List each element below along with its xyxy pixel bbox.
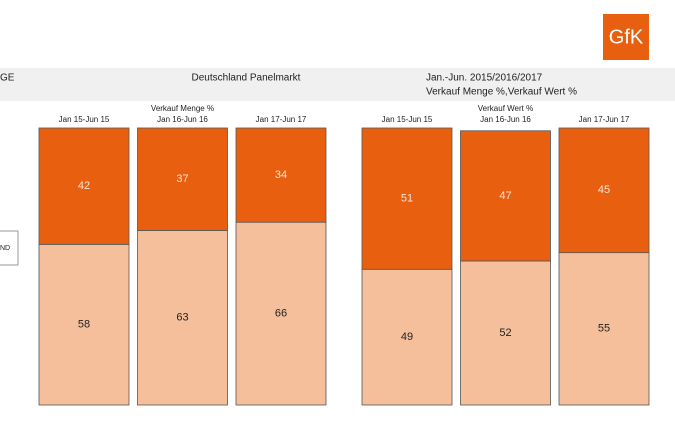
bar-segment xyxy=(361,268,453,406)
value-label: 58 xyxy=(78,319,90,331)
value-label: 52 xyxy=(499,327,511,339)
logo-text: GfK xyxy=(609,26,644,48)
x-tick-label: Jan 16-Jun 16 xyxy=(480,115,531,124)
bar-segment xyxy=(235,127,327,223)
value-label: 47 xyxy=(499,190,511,202)
value-label: 42 xyxy=(78,180,90,192)
x-tick-label: Jan 16-Jun 16 xyxy=(157,115,208,124)
bar-segment xyxy=(460,130,551,262)
legend-fragment: ND xyxy=(0,245,10,252)
x-tick-label: Jan 15-Jun 15 xyxy=(59,115,110,124)
bar-segment xyxy=(38,243,130,406)
x-tick-label: Jan 15-Jun 15 xyxy=(382,115,433,124)
value-label: 55 xyxy=(598,323,610,335)
header-band xyxy=(0,68,675,101)
value-label: 45 xyxy=(598,184,610,196)
legend-box xyxy=(0,230,19,266)
value-label: 66 xyxy=(275,307,287,319)
bar-segment xyxy=(137,127,228,231)
chart-title: Verkauf Wert % xyxy=(478,104,533,113)
x-tick-label: Jan 17-Jun 17 xyxy=(579,115,630,124)
chart-title: Verkauf Menge % xyxy=(151,104,214,113)
header-measures: Verkauf Menge %,Verkauf Wert % xyxy=(426,87,577,98)
logo xyxy=(603,14,649,60)
bar-segment xyxy=(558,127,650,254)
header-left: GE xyxy=(0,73,15,84)
value-label: 49 xyxy=(401,331,413,343)
value-label: 37 xyxy=(176,173,188,185)
bar-segment xyxy=(361,127,453,270)
x-tick-label: Jan 17-Jun 17 xyxy=(256,115,307,124)
header-period: Jan.-Jun. 2015/2016/2017 xyxy=(426,73,543,84)
bar-segment xyxy=(137,230,228,406)
header-market: Deutschland Panelmarkt xyxy=(192,73,301,84)
value-label: 34 xyxy=(275,169,287,181)
value-label: 51 xyxy=(401,193,413,205)
bar-segment xyxy=(558,252,650,406)
bar-segment xyxy=(460,260,551,406)
value-label: 63 xyxy=(176,312,188,324)
bar-segment xyxy=(38,127,130,245)
bar-segment xyxy=(235,221,327,406)
